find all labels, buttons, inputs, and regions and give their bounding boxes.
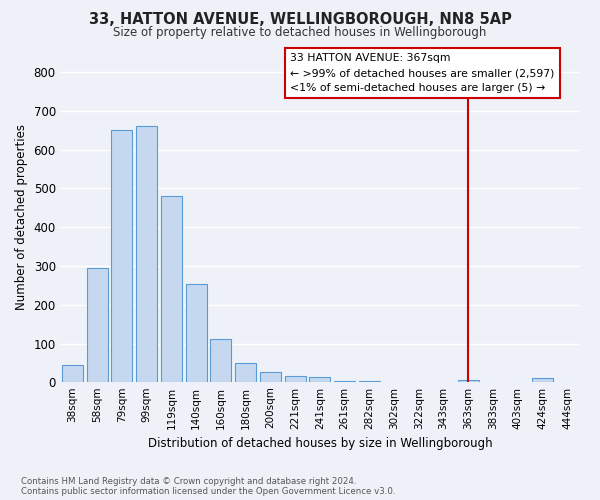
Text: 33 HATTON AVENUE: 367sqm
← >99% of detached houses are smaller (2,597)
<1% of se: 33 HATTON AVENUE: 367sqm ← >99% of detac… [290,54,554,93]
Y-axis label: Number of detached properties: Number of detached properties [15,124,28,310]
Bar [260,372,281,382]
Bar [112,130,133,382]
Text: Contains HM Land Registry data © Crown copyright and database right 2024.
Contai: Contains HM Land Registry data © Crown c… [21,476,395,496]
Text: 33, HATTON AVENUE, WELLINGBOROUGH, NN8 5AP: 33, HATTON AVENUE, WELLINGBOROUGH, NN8 5… [89,12,511,26]
Bar [161,196,182,382]
Bar [136,126,157,382]
Bar [284,376,305,382]
Text: Size of property relative to detached houses in Wellingborough: Size of property relative to detached ho… [113,26,487,39]
Bar [235,363,256,382]
Bar [185,284,206,382]
Bar [359,381,380,382]
Bar [458,380,479,382]
Bar [532,378,553,382]
X-axis label: Distribution of detached houses by size in Wellingborough: Distribution of detached houses by size … [148,437,492,450]
Bar [310,376,331,382]
Bar [62,364,83,382]
Bar [211,338,232,382]
Bar [86,268,107,382]
Bar [334,381,355,382]
